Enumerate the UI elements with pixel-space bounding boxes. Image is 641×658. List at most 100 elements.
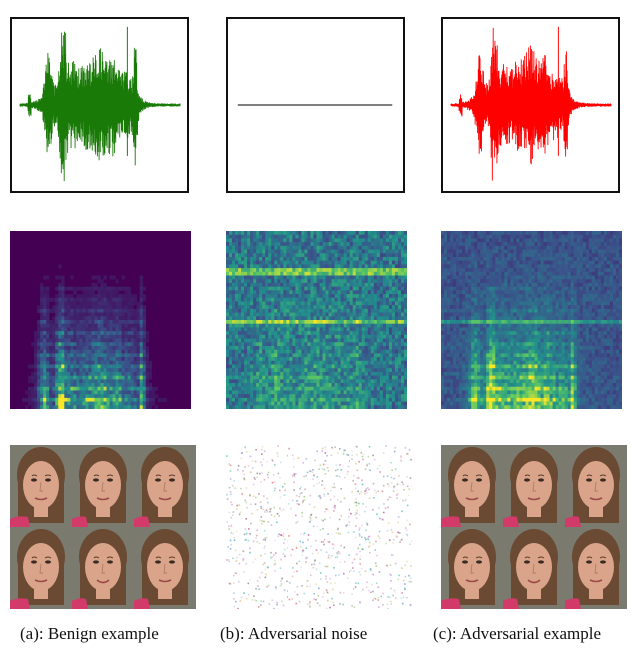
spectrogram-cell xyxy=(397,238,402,243)
spectrogram-cell xyxy=(229,275,233,280)
spectrogram-cell xyxy=(376,260,381,265)
spectrogram-cell xyxy=(130,334,134,339)
spectrogram-cell xyxy=(379,383,384,388)
noise-dot xyxy=(356,446,358,448)
spectrogram-cell xyxy=(292,301,296,306)
spectrogram-cell xyxy=(367,320,372,325)
spectrogram-cell xyxy=(403,397,407,402)
spectrogram-cell xyxy=(304,264,308,269)
spectrogram-cell xyxy=(133,334,137,339)
spectrogram-cell xyxy=(322,305,326,310)
spectrogram-cell xyxy=(127,294,131,299)
spectrogram-cell xyxy=(307,249,311,254)
noise-dot xyxy=(329,498,332,501)
spectrogram-cell xyxy=(319,327,323,332)
spectrogram-cell xyxy=(97,275,101,280)
noise-dot xyxy=(243,477,245,480)
spectrogram-cell xyxy=(355,371,360,376)
spectrogram-cell xyxy=(85,316,89,321)
spectrogram-cell xyxy=(124,357,128,362)
spectrogram-cell xyxy=(142,371,147,376)
spectrogram-cell xyxy=(325,279,329,284)
spectrogram-cell xyxy=(382,290,387,295)
spectrogram-cell xyxy=(241,279,245,284)
spectrogram-cell xyxy=(232,327,236,332)
noise-dot xyxy=(326,466,329,469)
noise-dot xyxy=(353,606,356,608)
spectrogram-cell xyxy=(364,264,369,269)
spectrogram-cell xyxy=(307,323,311,328)
spectrogram-cell xyxy=(235,320,239,325)
noise-dot xyxy=(229,583,232,585)
spectrogram-cell xyxy=(244,264,248,269)
spectrogram-cell xyxy=(79,349,83,354)
spectrogram-cell xyxy=(391,342,396,347)
spectrogram-cell xyxy=(286,234,290,239)
noise-dot xyxy=(315,549,318,551)
spectrogram-cell xyxy=(310,316,314,321)
spectrogram-cell xyxy=(322,238,326,243)
spectrogram-cell xyxy=(391,357,396,362)
spectrogram-cell xyxy=(37,338,41,343)
spectrogram-cell xyxy=(385,275,390,280)
spectrogram-cell xyxy=(346,357,350,362)
spectrogram-cell xyxy=(349,375,353,380)
spectrogram-cell xyxy=(316,334,320,339)
noise-dot xyxy=(263,547,266,549)
spectrogram-cell xyxy=(43,331,47,336)
spectrogram-cell xyxy=(301,371,305,376)
spectrogram-cell xyxy=(400,371,405,376)
spectrogram-cell xyxy=(328,360,332,365)
spectrogram-cell xyxy=(337,301,341,306)
spectrogram-cell xyxy=(253,338,257,343)
spectrogram-cell xyxy=(115,338,119,343)
spectrogram-cell xyxy=(364,342,369,347)
spectrogram-cell xyxy=(376,238,381,243)
spectrogram-cell xyxy=(58,394,62,399)
noise-dot xyxy=(389,496,392,499)
spectrogram-cell xyxy=(79,371,83,376)
noise-dot xyxy=(305,561,307,563)
spectrogram-cell xyxy=(397,320,402,325)
spectrogram-cell xyxy=(328,249,332,254)
spectrogram-cell xyxy=(379,338,384,343)
noise-dot xyxy=(319,495,321,497)
spectrogram-cell xyxy=(277,312,281,317)
spectrogram-cell xyxy=(304,238,308,243)
spectrogram-cell xyxy=(133,349,137,354)
spectrogram-cell xyxy=(94,323,98,328)
spectrogram-cell xyxy=(46,364,50,369)
spectrogram-cell xyxy=(361,342,366,347)
spectrogram-cell xyxy=(292,297,296,302)
spectrogram-cell xyxy=(400,397,405,402)
spectrogram-cell xyxy=(61,290,65,295)
spectrogram-cell xyxy=(379,368,384,373)
spectrogram-cell xyxy=(49,371,53,376)
spectrogram-cell xyxy=(88,334,92,339)
spectrogram-cell xyxy=(259,234,263,239)
noise-dot xyxy=(327,556,330,559)
spectrogram-cell xyxy=(250,334,254,339)
noise-dot xyxy=(387,506,389,509)
spectrogram-cell xyxy=(37,331,41,336)
spectrogram-cell xyxy=(355,301,360,306)
spectrogram-cell xyxy=(241,394,245,399)
spectrogram-cell xyxy=(379,405,384,409)
spectrogram-cell xyxy=(97,342,101,347)
spectrogram-cell xyxy=(283,375,287,380)
spectrogram-cell xyxy=(136,323,141,328)
spectrogram-cell xyxy=(64,305,68,310)
spectrogram-cell xyxy=(379,390,384,395)
spectrogram-cell xyxy=(250,268,254,273)
noise-dot xyxy=(378,530,381,533)
noise-dot xyxy=(338,574,340,576)
spectrogram-cell xyxy=(361,405,366,409)
spectrogram-cell xyxy=(298,383,302,388)
spectrogram-cell xyxy=(40,353,44,358)
spectrogram-cell xyxy=(256,294,260,299)
spectrogram-cell xyxy=(313,286,317,291)
spectrogram-cell xyxy=(247,331,251,336)
spectrogram-cell xyxy=(397,368,402,373)
spectrogram-cell xyxy=(277,294,281,299)
noise-dot xyxy=(303,499,306,501)
